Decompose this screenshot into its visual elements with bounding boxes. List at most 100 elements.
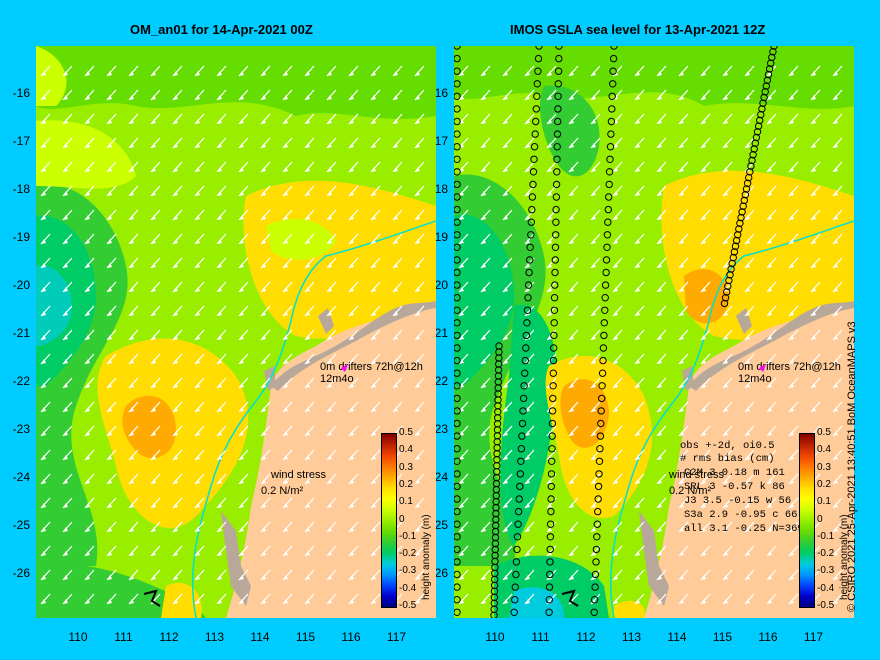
wind-arrow-head <box>459 191 464 196</box>
wind-arrow-head <box>745 311 750 316</box>
colorbar-tick: 0.5 <box>817 427 831 438</box>
altimeter-obs <box>530 143 539 151</box>
altimeter-obs <box>533 92 541 100</box>
wind-arrow-head <box>635 263 640 268</box>
wind-arrow-head <box>415 287 420 292</box>
altimeter-obs <box>591 583 599 591</box>
wind-arrow-head <box>613 503 618 508</box>
wind-arrow-head <box>85 191 90 196</box>
drifter-label: 0m drifters 72h@12h <box>738 361 841 373</box>
altimeter-obs <box>454 143 461 151</box>
wind-arrow-head <box>371 167 376 172</box>
wind-arrow-head <box>701 71 706 76</box>
wind-arrow-head <box>459 503 464 508</box>
wind-arrow-head <box>41 143 46 148</box>
wind-arrow-head <box>723 455 728 460</box>
wind-arrow-head <box>239 359 244 364</box>
right-map-panel[interactable]: wind stress 0.2 N/m² 0m drifters 72h@12h… <box>454 46 854 618</box>
x-tick-label: 112 <box>159 630 179 644</box>
wind-arrow-head <box>129 311 134 316</box>
wind-arrow-head <box>41 551 46 556</box>
wind-arrow-head <box>415 215 420 220</box>
altimeter-obs <box>546 533 555 541</box>
altimeter-obs <box>529 180 537 189</box>
wind-arrow-head <box>305 263 310 268</box>
wind-arrow-head <box>745 455 750 460</box>
altimeter-obs <box>552 231 560 239</box>
wind-arrow-head <box>393 407 398 412</box>
wind-arrow-head <box>327 311 332 316</box>
altimeter-obs <box>594 495 602 503</box>
wind-arrow-head <box>349 143 354 148</box>
wind-arrow-head <box>459 527 464 532</box>
wind-arrow-head <box>591 143 596 148</box>
wind-arrow-head <box>239 143 244 148</box>
wind-arrow-head <box>679 287 684 292</box>
altimeter-obs <box>454 54 461 63</box>
altimeter-obs <box>524 294 532 302</box>
altimeter-obs <box>770 46 778 50</box>
wind-arrow-head <box>591 167 596 172</box>
wind-arrow-head <box>481 551 486 556</box>
wind-arrow-head <box>107 455 112 460</box>
wind-arrow-head <box>173 359 178 364</box>
wind-arrow-head <box>767 215 772 220</box>
wind-arrow-head <box>151 383 156 388</box>
wind-arrow-head <box>239 527 244 532</box>
altimeter-obs <box>743 179 752 188</box>
altimeter-obs <box>596 432 605 440</box>
wind-arrow-head <box>349 527 354 532</box>
y-tick-label: -23 <box>12 422 30 436</box>
altimeter-obs <box>521 369 529 377</box>
wind-arrow-head <box>767 191 772 196</box>
wind-arrow-head <box>239 431 244 436</box>
wind-arrow-head <box>151 575 156 580</box>
wind-arrow-head <box>151 407 156 412</box>
altimeter-obs <box>590 608 598 616</box>
altimeter-obs <box>551 268 559 277</box>
wind-arrow-head <box>547 335 552 340</box>
wind-arrow-head <box>723 503 728 508</box>
wind-arrow-head <box>173 263 178 268</box>
wind-arrow-head <box>789 71 794 76</box>
left-map[interactable]: wind stress 0.2 N/m² 0m drifters 72h@12h… <box>36 46 436 618</box>
altimeter-obs <box>600 319 609 327</box>
wind-arrow-head <box>261 311 266 316</box>
altimeter-obs <box>553 168 561 176</box>
wind-arrow-head <box>481 527 486 532</box>
y-tick-label: -17 <box>12 134 30 148</box>
altimeter-obs <box>522 331 531 340</box>
left-map-panel[interactable]: wind stress 0.2 N/m² 0m drifters 72h@12h… <box>36 46 436 618</box>
wind-arrow-head <box>393 239 398 244</box>
altimeter-obs <box>454 306 461 314</box>
altimeter-obs <box>553 130 562 138</box>
wind-arrow-head <box>635 479 640 484</box>
wind-arrow-head <box>63 191 68 196</box>
altimeter-obs <box>531 130 539 138</box>
wind-arrow-head <box>195 335 200 340</box>
wind-arrow-head <box>349 335 354 340</box>
altimeter-obs <box>599 344 608 352</box>
right-map[interactable]: wind stress 0.2 N/m² 0m drifters 72h@12h… <box>454 46 854 618</box>
wind-arrow-head <box>789 239 794 244</box>
wind-arrow-head <box>481 239 486 244</box>
altimeter-obs <box>552 205 560 214</box>
altimeter-obs <box>550 319 558 327</box>
altimeter-obs <box>606 143 615 151</box>
wind-arrow-head <box>327 167 332 172</box>
wind-arrow-head <box>481 503 486 508</box>
altimeter-obs <box>523 306 532 314</box>
colorbar-tick: 0.1 <box>817 496 831 508</box>
wind-arrow-head <box>41 383 46 388</box>
wind-arrow-head <box>657 311 662 316</box>
altimeter-obs <box>454 80 461 88</box>
wind-arrow-head <box>569 551 574 556</box>
wind-arrow-head <box>679 311 684 316</box>
wind-arrow-head <box>481 407 486 412</box>
wind-arrow-head <box>789 143 794 148</box>
wind-arrow-head <box>525 191 530 196</box>
wind-arrow-head <box>349 407 354 412</box>
wind-arrow-head <box>569 383 574 388</box>
altimeter-obs <box>603 231 612 239</box>
wind-stress-label: wind stress <box>270 469 327 481</box>
